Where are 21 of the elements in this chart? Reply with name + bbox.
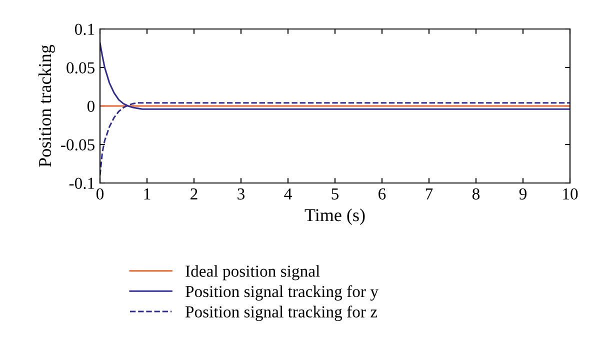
legend-label: Ideal position signal <box>186 265 320 280</box>
x-tick-label: 0 <box>96 188 104 200</box>
x-tick-label: 2 <box>190 188 198 200</box>
x-tick-label: 10 <box>563 188 578 200</box>
x-tick-label: 1 <box>144 188 150 200</box>
x-axis-title: Time (s) <box>304 208 365 225</box>
legend-label: Position signal tracking for z <box>185 306 378 321</box>
x-tick-label: 8 <box>472 188 480 200</box>
x-tick-label: 9 <box>519 188 526 200</box>
y-tick-label: -0.1 <box>69 178 94 190</box>
y-tick-label: 0.05 <box>66 62 94 74</box>
x-tick-label: 7 <box>426 188 433 200</box>
y-tick-label: 0 <box>87 100 95 112</box>
y-tick-label: 0.1 <box>74 24 94 36</box>
legend-label: Position signal tracking for y <box>185 285 378 301</box>
y-axis-title: Position tracking <box>38 44 55 167</box>
x-tick-label: 6 <box>378 188 386 200</box>
y-tick-label: -0.05 <box>61 139 94 151</box>
x-tick-label: 5 <box>332 188 339 200</box>
x-tick-label: 3 <box>238 188 245 200</box>
x-tick-label: 4 <box>284 188 292 200</box>
